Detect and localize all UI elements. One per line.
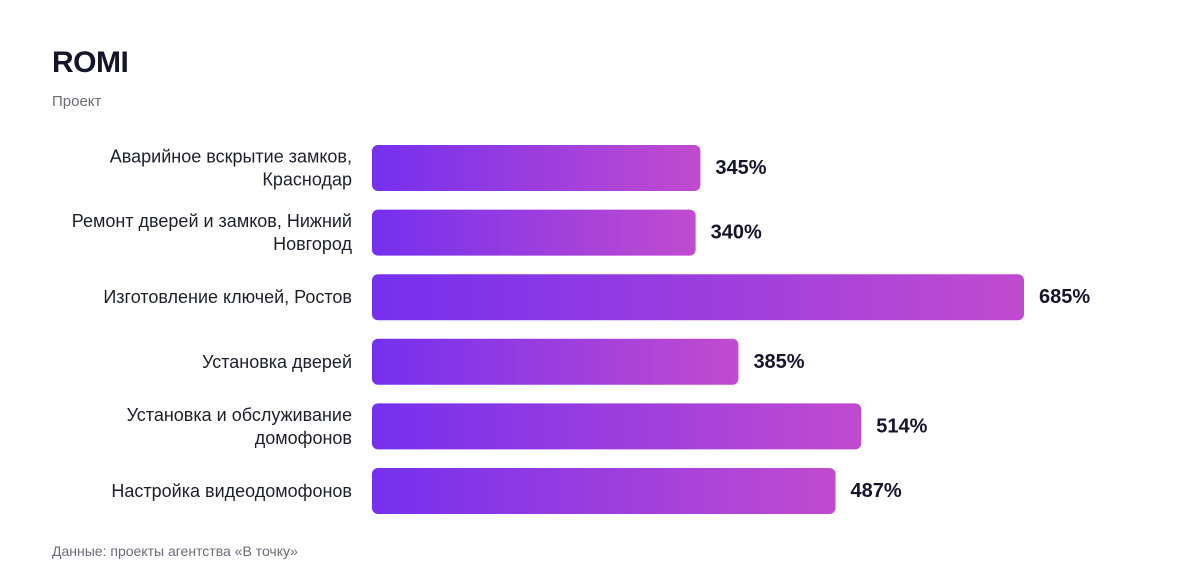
value-label-5: 487% (851, 480, 902, 502)
source-note: Данные: проекты агентства «В точку» (52, 543, 298, 559)
chart-subtitle: Проект (52, 93, 102, 110)
value-label-0: 345% (715, 157, 766, 179)
bar-3 (372, 338, 739, 385)
value-label-3: 385% (753, 351, 804, 373)
value-label-2: 685% (1039, 286, 1090, 308)
chart-title: ROMI (52, 46, 129, 79)
category-label-3: Установка дверей (202, 352, 352, 372)
bar-5 (372, 468, 836, 514)
bar-1 (372, 209, 696, 256)
bar-2 (372, 274, 1024, 321)
bar-4 (372, 403, 862, 450)
bar-0 (372, 145, 701, 191)
category-label-1: Ремонт дверей и замков, Нижний Новгород (72, 211, 353, 254)
value-label-4: 514% (876, 415, 927, 437)
category-label-0: Аварийное вскрытие замков, Краснодар (110, 147, 352, 190)
bars-group: 345% Аварийное вскрытие замков, Краснодар 3… (72, 145, 1090, 514)
category-label-2: Изготовление ключей, Ростов (103, 287, 352, 307)
category-label-4: Установка и обслуживание домофонов (127, 405, 352, 448)
category-label-5: Настройка видеодомофонов (111, 481, 352, 501)
value-label-1: 340% (711, 222, 762, 244)
